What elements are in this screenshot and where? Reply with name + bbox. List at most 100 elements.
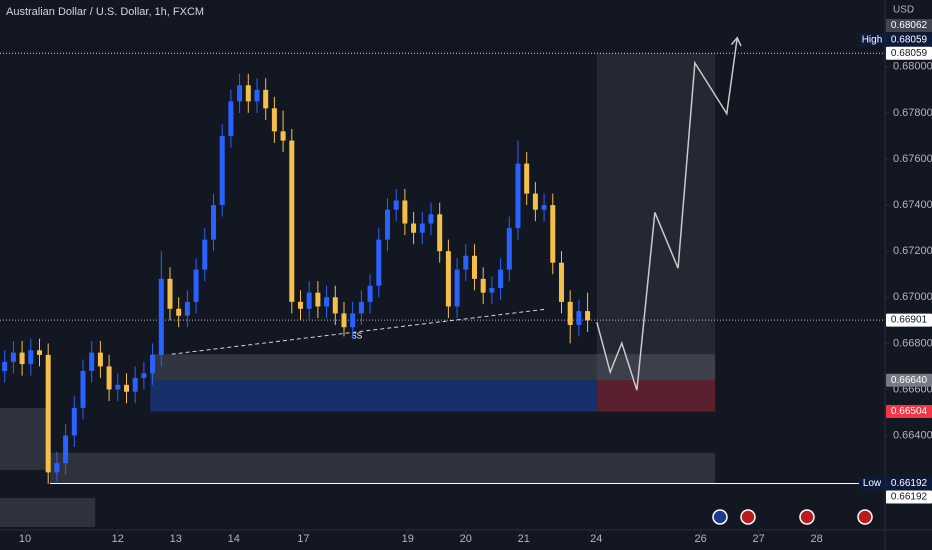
event-flag[interactable]: [740, 509, 756, 525]
candle-body: [123, 384, 129, 392]
candle-body: [210, 205, 216, 240]
candle-body: [297, 301, 303, 309]
zone: [0, 497, 96, 528]
projection-path: [596, 37, 738, 391]
x-tick-label: 19: [402, 533, 414, 545]
candle-body: [515, 163, 521, 229]
candle-body: [89, 352, 95, 371]
candle-body: [193, 269, 199, 302]
candle-body: [19, 352, 25, 365]
x-tick-label: 17: [297, 533, 309, 545]
candle-body: [419, 223, 425, 233]
candle-body: [245, 85, 251, 102]
candle-body: [576, 311, 582, 325]
zone: [49, 452, 716, 484]
price-tag: [886, 405, 932, 419]
candle-body: [176, 308, 182, 316]
candle-body: [324, 297, 330, 307]
candle-body: [454, 269, 460, 307]
candle-body: [358, 301, 364, 314]
candle-body: [106, 366, 112, 390]
candle-body: [384, 209, 390, 240]
candle-body: [71, 407, 77, 436]
candle-body: [2, 361, 8, 371]
price-tag: [886, 313, 932, 327]
zone: [0, 408, 49, 471]
x-tick-label: 20: [460, 533, 472, 545]
event-flag[interactable]: [857, 509, 873, 525]
candle-body: [332, 297, 338, 314]
price-tag-label: 0.66192: [891, 492, 928, 503]
x-tick-label: 27: [753, 533, 765, 545]
candle-body: [341, 313, 347, 328]
projection-arrowhead: [730, 36, 742, 47]
candle-body: [428, 214, 434, 224]
candle-body: [350, 313, 356, 328]
candle-body: [411, 223, 417, 233]
candle-body: [28, 350, 34, 365]
candle-body: [402, 200, 408, 224]
price-tag-label: 0.66504: [891, 406, 928, 417]
event-flags: [712, 509, 873, 525]
price-tag: [886, 33, 932, 47]
candle-body: [184, 301, 190, 316]
price-tag-label: 0.66192: [891, 478, 928, 489]
price-tag: [886, 19, 932, 33]
price-tag-name: Low: [863, 478, 882, 489]
candle-body: [63, 435, 69, 464]
candle-body: [498, 269, 504, 289]
candle-body: [219, 135, 225, 206]
y-tick-label: 0.66400: [893, 429, 932, 441]
zone: [596, 380, 716, 412]
candle-body: [524, 163, 530, 194]
candle-body: [315, 292, 321, 307]
price-tag-label: 0.68059: [891, 34, 928, 45]
candle-body: [506, 228, 512, 270]
candle-body: [480, 278, 486, 293]
candle-body: [463, 255, 469, 270]
zone: [150, 380, 597, 412]
event-flag[interactable]: [712, 509, 728, 525]
candle-body: [271, 108, 277, 132]
candle-body: [558, 262, 564, 302]
price-tag: [886, 476, 932, 490]
candle-body: [489, 288, 495, 293]
candle-body: [202, 239, 208, 270]
candle-body: [158, 278, 164, 355]
candle-body: [10, 352, 16, 362]
y-tick-label: 0.67000: [893, 291, 932, 303]
candle-body: [289, 140, 295, 302]
event-flag[interactable]: [799, 509, 815, 525]
y-tick-label: 0.68000: [893, 61, 932, 73]
plot-area: SS: [0, 36, 885, 528]
candle-body: [132, 377, 138, 392]
candle-body: [54, 463, 60, 473]
x-tick-label: 21: [518, 533, 530, 545]
candle-body: [550, 205, 556, 263]
y-tick-label: 0.67800: [893, 107, 932, 119]
candle-body: [541, 205, 547, 210]
candle-body: [393, 200, 399, 210]
price-tag: [886, 46, 932, 60]
y-tick-label: 0.67400: [893, 199, 932, 211]
candle-body: [532, 193, 538, 210]
x-tick-label: 10: [19, 533, 31, 545]
price-tag: [886, 373, 932, 387]
price-tag: [886, 490, 932, 504]
candle-body: [306, 292, 312, 309]
candle-body: [45, 354, 51, 473]
price-tag-name-box: [859, 33, 885, 47]
candle-body: [141, 373, 147, 378]
candle-body: [367, 285, 373, 302]
price-tag-label: 0.68062: [891, 20, 928, 31]
y-tick-label: 0.67200: [893, 245, 932, 257]
candle-body: [115, 384, 121, 390]
zone: [150, 354, 716, 381]
price-tag-label: 0.66640: [891, 375, 928, 386]
candle-body: [437, 214, 443, 252]
candle-body: [445, 251, 451, 307]
x-tick-label: 24: [590, 533, 602, 545]
candle-body: [167, 278, 173, 309]
